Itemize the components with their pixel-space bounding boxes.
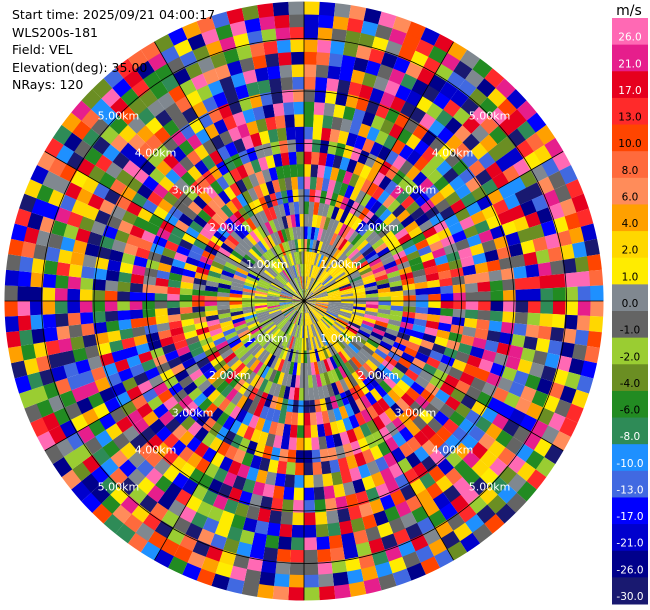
colorbar-cell [612, 337, 648, 365]
colorbar-cell [612, 577, 648, 605]
colorbar-tick-label: 26.0 [618, 32, 641, 44]
range-ring-label: 2.00km [357, 221, 399, 234]
instrument-name: WLS200s-181 [12, 24, 98, 40]
elevation: Elevation(deg): 35.00 [12, 59, 148, 75]
ray-count: NRays: 120 [12, 77, 84, 92]
colorbar-cell [612, 390, 648, 419]
range-ring-gates [16, 13, 592, 589]
colorbar-tick-label: -6.0 [620, 405, 641, 417]
range-ring-label: 3.00km [172, 406, 214, 419]
colorbar-title: m/s [616, 3, 642, 19]
colorbar-cell [612, 18, 648, 46]
colorbar-cell [612, 97, 648, 126]
range-ring-gates [166, 163, 442, 439]
range-ring-gates [228, 225, 380, 377]
colorbar-cell [612, 550, 648, 578]
colorbar: m/s 26.0 21.0 17.0 13.0 10.0 8.0 6.0 4.0 2.0 1.0 0… [612, 3, 648, 605]
colorbar-cell [612, 124, 648, 152]
colorbar-cell [612, 497, 648, 525]
range-ring-label: 3.00km [172, 184, 214, 197]
colorbar-cell [612, 417, 648, 445]
range-ring-label: 2.00km [209, 369, 251, 382]
range-ring-gates [104, 101, 504, 501]
colorbar-tick-label: 2.0 [622, 245, 639, 257]
range-ring-gates [154, 151, 454, 451]
colorbar-cell [612, 204, 648, 232]
scan-info: Start time: 2025/09/21 04:00:17 WLS200s-… [12, 6, 215, 94]
start-time: Start time: 2025/09/21 04:00:17 [12, 7, 216, 22]
colorbar-cell [612, 470, 648, 498]
range-ring-gates [253, 250, 355, 352]
range-ring-gates [278, 275, 330, 327]
colorbar-tick-label: -8.0 [620, 431, 641, 443]
colorbar-cell [612, 444, 648, 472]
colorbar-cell [612, 177, 648, 205]
colorbar-tick-label: 13.0 [618, 112, 641, 124]
azimuth-line [303, 41, 454, 302]
azimuth-line [303, 300, 454, 561]
colorbar-tick-label: -21.0 [616, 538, 643, 550]
range-ring-label: 1.00km [320, 258, 362, 271]
range-ring-gates [29, 26, 579, 576]
field-name: Field: VEL [12, 42, 73, 57]
range-ring-gates [54, 51, 554, 551]
ppi-scan-plot: 1.00km 1.00km 1.00km 1.00km 2.00km 2.00km 2.00… [4, 1, 604, 601]
range-ring-label: 1.00km [320, 332, 362, 345]
range-ring-label: 4.00km [135, 147, 177, 160]
range-ring-gates [91, 88, 517, 514]
colorbar-tick-label: 0.0 [622, 298, 639, 310]
range-ring-gates [129, 126, 479, 476]
range-ring-label: 4.00km [135, 444, 177, 457]
colorbar-cell [612, 257, 648, 285]
colorbar-cell [612, 311, 648, 339]
azimuth-line [44, 151, 305, 302]
range-ring-label: 2.00km [209, 221, 251, 234]
colorbar-cell [612, 71, 648, 99]
range-ring-label: 5.00km [98, 109, 140, 122]
colorbar-tick-label: 1.0 [622, 271, 639, 283]
colorbar-tick-label: 8.0 [622, 165, 639, 177]
range-ring-label: 5.00km [98, 481, 140, 494]
range-ring-label: 2.00km [357, 369, 399, 382]
range-ring-label: 1.00km [246, 332, 288, 345]
range-ring-label: 4.00km [432, 147, 474, 160]
colorbar-tick-label: -13.0 [616, 485, 643, 497]
range-ring-label: 4.00km [432, 444, 474, 457]
range-ring-label: 5.00km [469, 481, 511, 494]
range-ring-gates [241, 238, 367, 364]
range-ring-gates [116, 113, 492, 489]
colorbar-tick-label: -10.0 [616, 458, 643, 470]
colorbar-tick-label: -4.0 [620, 378, 641, 390]
colorbar-tick-label: 17.0 [618, 85, 641, 97]
range-ring-label: 3.00km [395, 406, 437, 419]
colorbar-cell [612, 231, 648, 259]
colorbar-tick-label: -17.0 [616, 511, 643, 523]
azimuth-line [303, 300, 564, 451]
colorbar-tick-label: -1.0 [620, 325, 641, 337]
range-ring-gates [179, 176, 429, 426]
azimuth-line [154, 41, 305, 302]
colorbar-cell [612, 284, 648, 312]
colorbar-tick-label: -30.0 [616, 591, 643, 603]
colorbar-tick-label: 4.0 [622, 218, 639, 230]
range-ring-gates [4, 1, 604, 601]
range-ring-label: 1.00km [246, 258, 288, 271]
colorbar-cell [612, 44, 648, 72]
colorbar-cell [612, 524, 648, 552]
colorbar-tick-label: -26.0 [616, 564, 643, 576]
azimuth-line [44, 300, 305, 451]
azimuth-line [154, 300, 305, 561]
colorbar-tick-label: 21.0 [618, 58, 641, 70]
colorbar-tick-label: -2.0 [620, 351, 641, 363]
colorbar-tick-label: 10.0 [618, 138, 641, 150]
range-ring-gates [203, 200, 405, 402]
colorbar-cell [612, 151, 648, 179]
colorbar-tick-label: 6.0 [622, 192, 639, 204]
range-ring-label: 3.00km [395, 184, 437, 197]
colorbar-cell [612, 364, 648, 392]
azimuth-line [303, 151, 564, 302]
range-ring-label: 5.00km [469, 109, 511, 122]
